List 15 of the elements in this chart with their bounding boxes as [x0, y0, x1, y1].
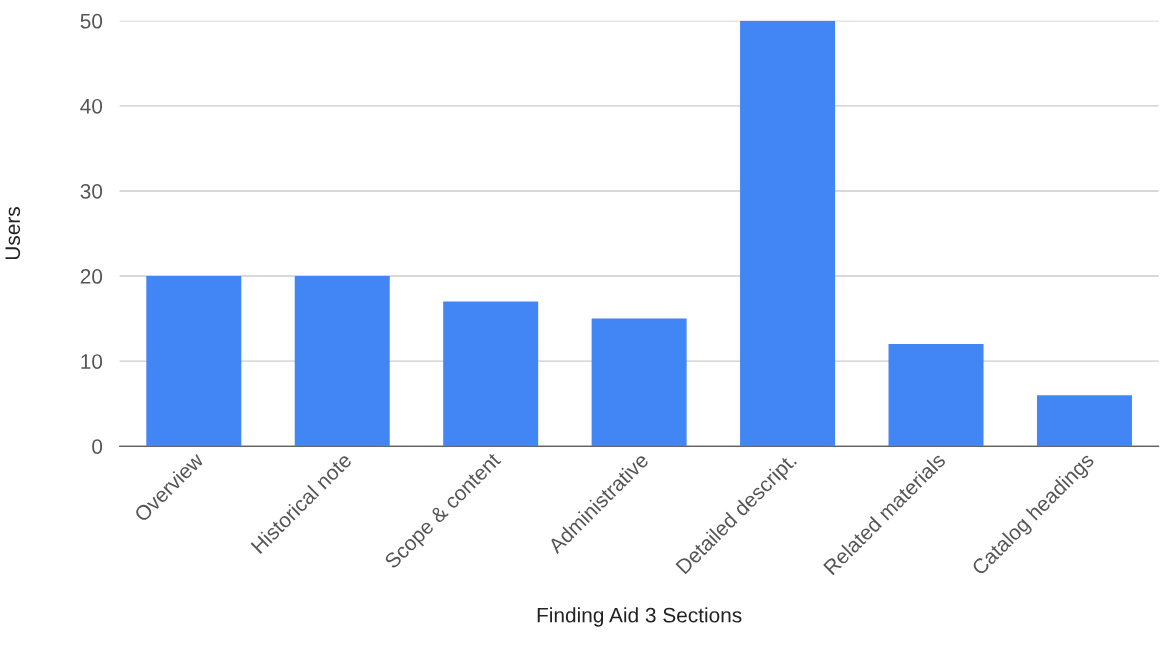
- y-tick-label: 10: [81, 354, 103, 369]
- y-tick-label: 30: [80, 183, 103, 199]
- bar: [294, 276, 390, 447]
- bar: [591, 318, 687, 447]
- y-tick-label: 0: [92, 439, 103, 454]
- x-axis-title: Finding Aid 3 Sections: [537, 607, 742, 627]
- bar: [740, 20, 836, 447]
- y-tick-label: 20: [80, 269, 103, 284]
- bar: [443, 301, 539, 447]
- y-tick-label: 50: [80, 13, 103, 29]
- y-tick-label: 40: [80, 98, 103, 114]
- bar: [146, 276, 242, 447]
- y-axis-title: Users: [5, 207, 21, 260]
- bar: [888, 344, 984, 447]
- bar: [1036, 395, 1132, 447]
